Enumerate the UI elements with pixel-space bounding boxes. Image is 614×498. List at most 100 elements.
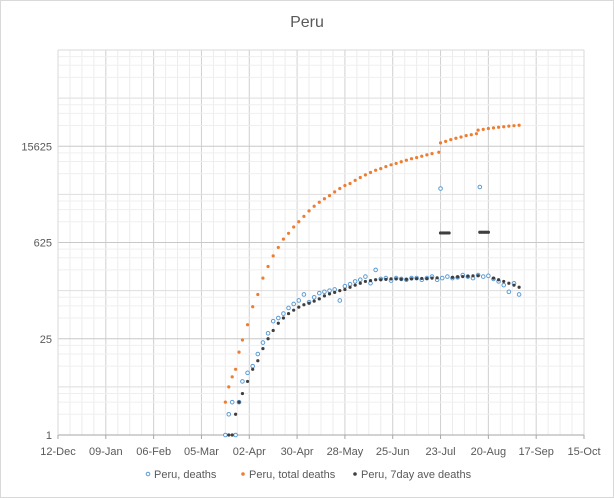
data-point xyxy=(227,433,231,437)
data-point xyxy=(517,123,521,127)
data-point xyxy=(497,278,501,282)
x-tick-label: 28-May xyxy=(327,446,364,458)
y-tick-label: 15625 xyxy=(21,141,52,153)
data-point xyxy=(439,275,445,281)
data-point xyxy=(296,298,302,303)
data-point xyxy=(466,274,470,278)
data-point xyxy=(266,264,270,269)
x-tick-label: 06-Feb xyxy=(136,446,171,458)
data-point xyxy=(343,183,347,188)
data-point xyxy=(302,303,306,307)
data-point xyxy=(338,289,342,293)
data-point xyxy=(286,311,291,316)
data-point xyxy=(363,173,368,177)
data-point xyxy=(266,337,270,341)
data-point xyxy=(445,274,450,279)
data-point xyxy=(384,165,388,169)
data-point xyxy=(261,276,265,280)
data-point xyxy=(430,276,434,280)
data-point xyxy=(312,299,316,303)
data-point xyxy=(476,274,480,278)
data-point xyxy=(512,283,516,287)
data-point xyxy=(327,292,332,296)
data-point xyxy=(506,289,512,295)
axes: 12-Dec 09-Jan 06-Feb 05-Mar 02-Apr 30-Apr 28-M… xyxy=(21,50,601,458)
data-point xyxy=(322,289,327,295)
data-point xyxy=(251,367,255,371)
data-point xyxy=(516,292,522,297)
data-point xyxy=(348,181,352,186)
data-point xyxy=(270,318,276,324)
data-point xyxy=(425,153,429,157)
x-tick-label: 05-Mar xyxy=(184,446,219,458)
data-point xyxy=(507,124,511,128)
legend-marker xyxy=(145,471,151,477)
data-point xyxy=(261,346,265,351)
data-point xyxy=(245,370,250,376)
data-point xyxy=(474,132,479,136)
data-point xyxy=(438,141,443,145)
y-tick-label: 25 xyxy=(40,334,52,346)
data-point xyxy=(256,359,260,363)
x-tick-label: 30-Apr xyxy=(281,446,314,458)
data-point xyxy=(307,301,311,305)
data-point xyxy=(456,275,460,279)
data-point xyxy=(394,277,398,281)
data-point xyxy=(311,294,317,300)
data-point xyxy=(357,277,363,283)
legend: Peru, deaths Peru, total deaths Peru, 7day… xyxy=(145,469,472,481)
data-point xyxy=(471,274,475,278)
data-point xyxy=(301,292,307,297)
data-point xyxy=(404,277,408,281)
series-2 xyxy=(223,123,521,404)
data-point xyxy=(227,385,231,389)
x-tick-label: 12-Dec xyxy=(40,446,76,458)
data-point xyxy=(307,209,311,213)
legend-marker xyxy=(353,472,357,476)
data-point xyxy=(260,340,266,345)
data-point xyxy=(389,163,393,167)
series-3 xyxy=(227,230,521,437)
data-point xyxy=(245,379,250,384)
chart-title: Peru xyxy=(290,14,324,31)
data-point xyxy=(358,175,362,180)
data-point xyxy=(237,350,241,354)
data-point xyxy=(251,305,255,309)
data-point xyxy=(291,301,296,307)
data-point xyxy=(276,245,280,250)
x-tick-label: 23-Jul xyxy=(426,446,456,458)
data-point xyxy=(464,134,468,138)
y-tick-label: 1 xyxy=(46,430,52,442)
data-point xyxy=(502,279,506,284)
data-point xyxy=(240,379,245,384)
legend-label: Peru, 7day ave deaths xyxy=(361,469,472,481)
data-point xyxy=(491,276,496,280)
data-point xyxy=(459,135,463,139)
data-point xyxy=(281,311,286,316)
data-point xyxy=(256,292,260,297)
data-point xyxy=(450,275,455,279)
data-point xyxy=(517,285,521,289)
data-point xyxy=(316,290,322,296)
data-point xyxy=(394,161,398,166)
data-point xyxy=(389,277,393,281)
data-point xyxy=(399,277,403,281)
data-point xyxy=(317,297,321,301)
data-point xyxy=(286,231,291,235)
data-point xyxy=(250,363,255,369)
data-point xyxy=(327,193,332,198)
data-point xyxy=(486,273,491,279)
data-point xyxy=(347,281,353,287)
data-point xyxy=(223,432,228,438)
data-point xyxy=(409,277,414,281)
data-point xyxy=(404,158,408,162)
data-point xyxy=(477,184,483,190)
data-point xyxy=(297,305,301,309)
data-point xyxy=(415,276,419,281)
y-tick-label: 625 xyxy=(34,238,52,250)
data-point xyxy=(502,125,506,129)
data-point xyxy=(302,214,306,218)
data-point xyxy=(233,432,238,438)
